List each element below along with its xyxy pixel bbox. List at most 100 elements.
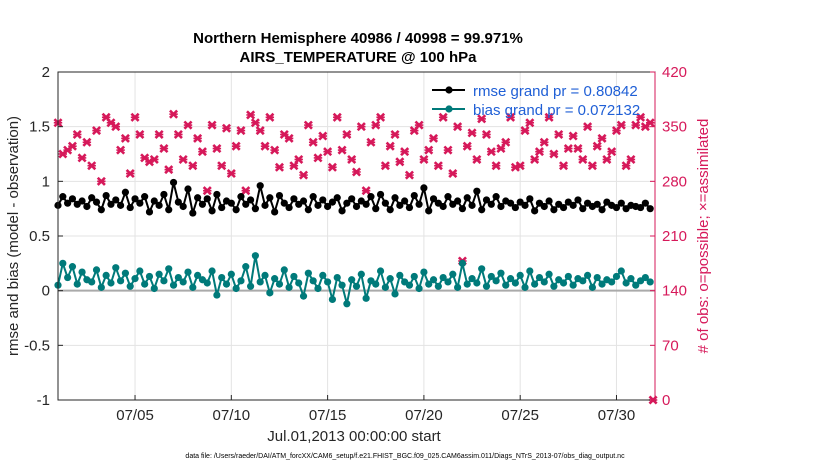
bias-point	[511, 279, 519, 287]
legend-rmse-label: rmse grand pr = 0.80842	[473, 83, 638, 100]
obs-count-marker	[515, 161, 525, 171]
x-axis-ticks: 07/05 07/10 07/15 07/20 07/25 07/30	[116, 395, 635, 424]
bias-point	[425, 280, 433, 288]
bias-point	[155, 270, 163, 278]
bias-point	[333, 273, 341, 282]
y-axis-label: rmse and bias (model - observation)	[5, 116, 22, 356]
obs-count-marker	[303, 120, 313, 130]
x-tick-label: 07/15	[309, 407, 347, 424]
obs-count-marker	[376, 112, 386, 122]
rmse-point	[372, 205, 380, 213]
bias-point	[121, 269, 130, 277]
rmse-point	[646, 205, 654, 213]
rmse-point	[526, 195, 534, 203]
rmse-point	[511, 203, 519, 212]
rmse-point	[598, 206, 606, 214]
obs-count-marker	[602, 154, 612, 164]
rmse-point	[396, 201, 404, 209]
bias-point	[348, 276, 356, 284]
data-file-footnote: data file: /Users/raeder/DAI/ATM_forcXX/…	[185, 453, 625, 460]
rmse-point	[579, 205, 587, 213]
rmse-point	[521, 201, 529, 209]
rmse-point	[184, 185, 192, 193]
x-tick-label: 07/25	[501, 407, 539, 424]
obs-count-marker	[371, 120, 381, 130]
bias-point	[328, 295, 337, 304]
obs-count-marker	[462, 141, 472, 151]
obs-count-marker	[96, 176, 106, 186]
obs-count-marker	[559, 161, 569, 171]
obs-count-marker	[347, 154, 357, 164]
bias-point	[92, 266, 101, 274]
bias-point	[160, 277, 168, 285]
rmse-point	[444, 193, 452, 201]
rmse-point	[237, 193, 245, 201]
bias-point	[588, 283, 597, 291]
obs-count-marker	[164, 165, 174, 175]
bias-point	[386, 275, 394, 283]
y-axis-right-label: # of obs: o=possible; ×=assimilated	[695, 119, 712, 354]
left-tick-label: 1.5	[29, 119, 50, 136]
rmse-point	[198, 200, 207, 208]
rmse-point	[194, 194, 202, 202]
rmse-point	[102, 191, 110, 200]
obs-count-marker	[554, 129, 564, 139]
obs-count-marker	[270, 145, 280, 155]
right-axis-ticks: 0 70 140 210 280 350 420	[650, 64, 687, 409]
bias-point	[232, 284, 240, 293]
obs-count-marker	[159, 144, 169, 154]
bias-point	[487, 272, 495, 281]
obs-count-marker	[284, 133, 294, 143]
rmse-point	[463, 194, 471, 202]
bias-point	[169, 281, 178, 289]
rmse-point	[112, 196, 120, 204]
bias-point	[641, 273, 649, 282]
rmse-point	[319, 196, 327, 204]
bias-point	[304, 269, 312, 277]
rmse-point	[540, 202, 548, 211]
rmse-point	[218, 203, 226, 212]
bias-point	[73, 280, 81, 288]
bias-point	[396, 271, 404, 279]
rmse-point	[97, 206, 105, 214]
bias-point	[526, 267, 534, 275]
bias-point	[357, 270, 365, 278]
bias-point	[444, 278, 452, 286]
obs-count-marker	[169, 109, 179, 119]
rmse-point	[612, 203, 621, 212]
chart-title: Northern Hemisphere 40986 / 40998 = 99.9…	[193, 30, 523, 47]
bias-point	[256, 278, 264, 286]
bias-point	[439, 273, 447, 282]
bias-point	[213, 291, 221, 299]
obs-count-marker	[351, 167, 362, 177]
obs-count-marker	[534, 147, 544, 157]
bias-point	[521, 283, 529, 291]
obs-count-marker	[481, 129, 492, 139]
bias-point	[189, 283, 197, 291]
obs-count-marker	[607, 147, 617, 157]
obs-count-marker	[120, 133, 130, 143]
bias-point	[218, 273, 226, 282]
legend-rmse-marker	[445, 86, 453, 94]
rmse-point	[83, 202, 91, 211]
bias-point	[150, 284, 158, 293]
bias-point	[116, 277, 125, 285]
x-tick-label: 07/05	[116, 407, 154, 424]
obs-count-marker	[525, 118, 535, 128]
bias-point	[622, 279, 630, 287]
rmse-point	[478, 206, 486, 214]
chart-subtitle: AIRS_TEMPERATURE @ 100 hPa	[240, 49, 478, 66]
rmse-point	[381, 199, 389, 207]
bias-point	[516, 271, 524, 279]
bias-point	[314, 284, 322, 293]
bias-point	[612, 272, 621, 281]
bias-point	[579, 277, 587, 285]
obs-count-marker	[573, 144, 583, 154]
obs-count-marker	[154, 129, 164, 139]
bias-point	[222, 280, 231, 288]
bias-point	[391, 290, 399, 298]
left-tick-label: -1	[37, 392, 50, 409]
rmse-series	[54, 178, 654, 217]
obs-count-marker	[318, 131, 328, 141]
